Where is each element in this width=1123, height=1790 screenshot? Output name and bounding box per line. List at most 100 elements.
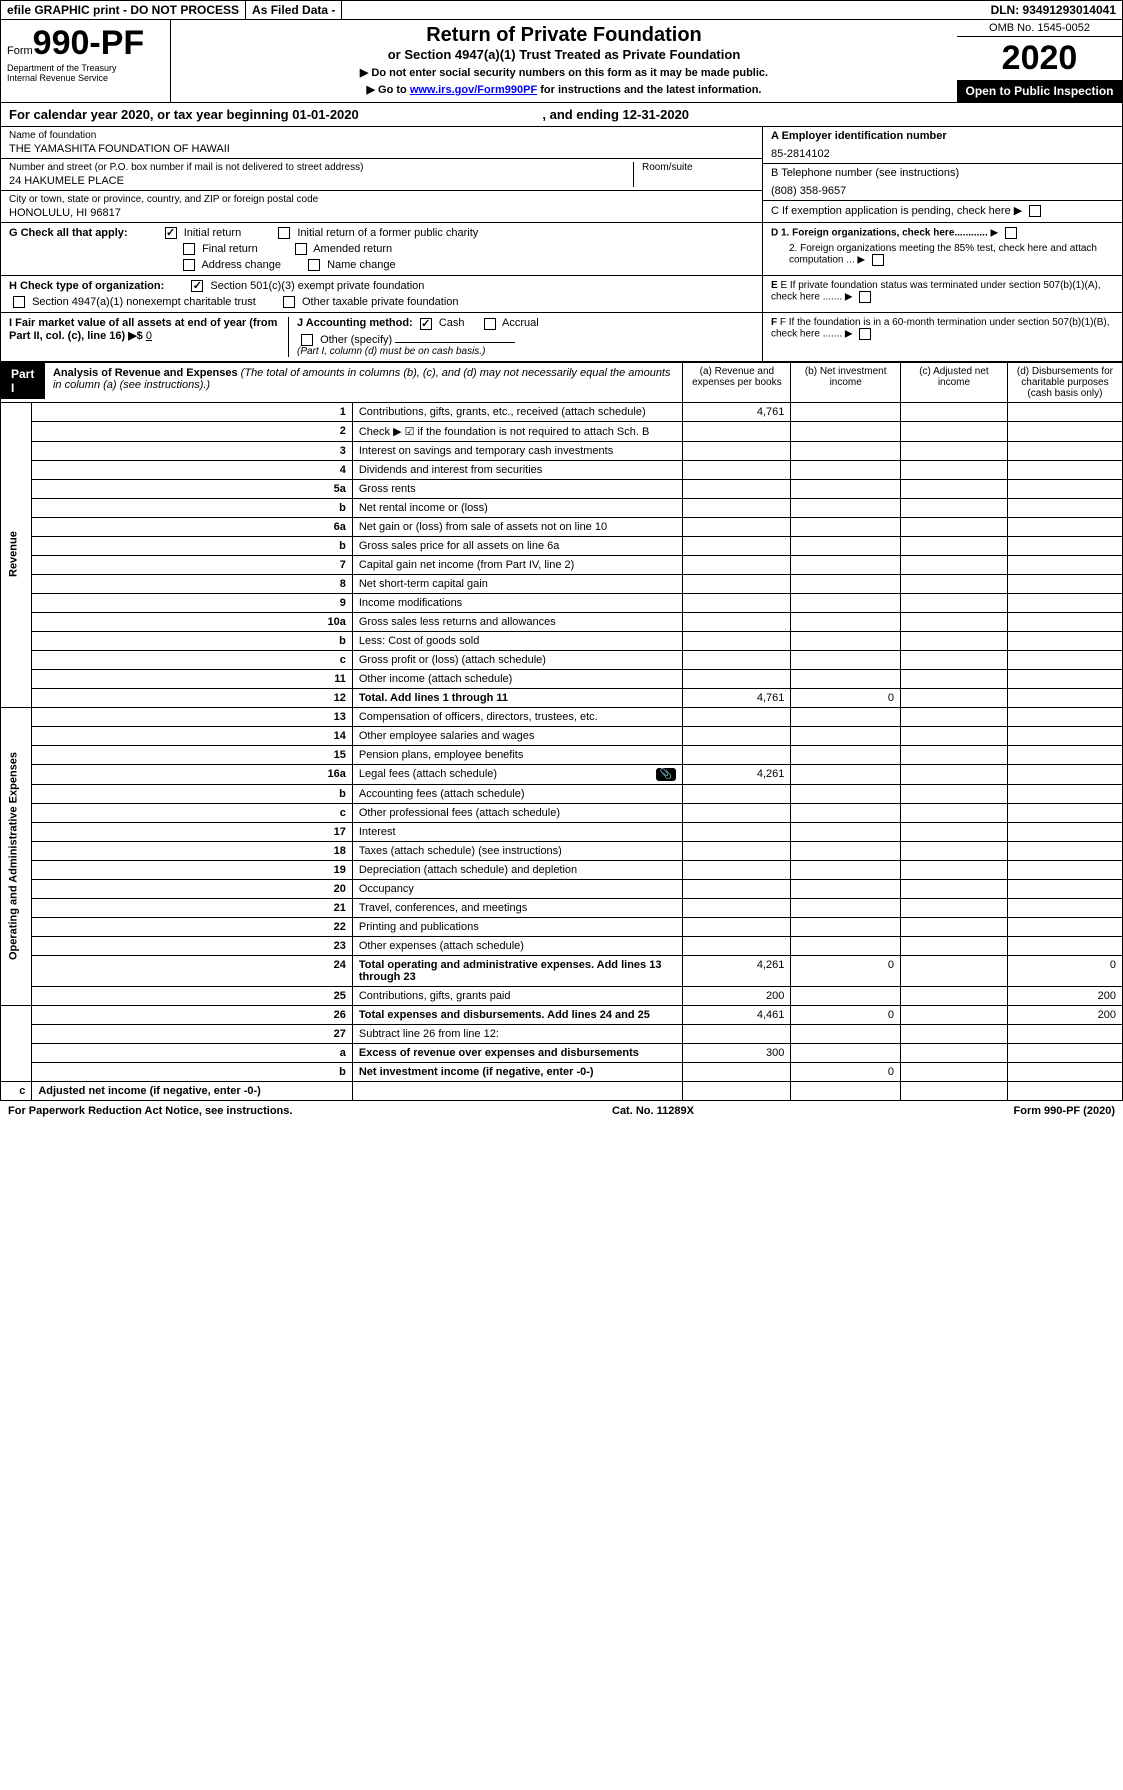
value-cell: 200: [683, 986, 791, 1005]
value-cell: [791, 726, 901, 745]
value-cell: 0: [791, 1062, 901, 1081]
line-description: Compensation of officers, directors, tru…: [352, 707, 683, 726]
value-cell: [1007, 879, 1122, 898]
line-number: 8: [32, 574, 353, 593]
final-return-checkbox[interactable]: [183, 243, 195, 255]
value-cell: [683, 917, 791, 936]
value-cell: [791, 612, 901, 631]
table-row: 6aNet gain or (loss) from sale of assets…: [1, 517, 1123, 536]
h-opt2: Section 4947(a)(1) nonexempt charitable …: [32, 296, 256, 308]
value-cell: [683, 517, 791, 536]
line-number: 11: [32, 669, 353, 688]
value-cell: [901, 936, 1008, 955]
d1-checkbox[interactable]: [1005, 227, 1017, 239]
amended-checkbox[interactable]: [295, 243, 307, 255]
table-row: 8Net short-term capital gain: [1, 574, 1123, 593]
value-cell: [901, 460, 1008, 479]
line-number: 9: [32, 593, 353, 612]
line-description: Gross sales less returns and allowances: [352, 612, 683, 631]
value-cell: 0: [791, 688, 901, 707]
h-501c3-checkbox[interactable]: ✓: [191, 280, 203, 292]
value-cell: [683, 441, 791, 460]
value-cell: [683, 669, 791, 688]
phone-value: (808) 358-9657: [771, 179, 1114, 197]
table-row: 19Depreciation (attach schedule) and dep…: [1, 860, 1123, 879]
table-row: 26Total expenses and disbursements. Add …: [1, 1005, 1123, 1024]
table-row: cGross profit or (loss) (attach schedule…: [1, 650, 1123, 669]
j-other-checkbox[interactable]: [301, 334, 313, 346]
table-row: 3Interest on savings and temporary cash …: [1, 441, 1123, 460]
value-cell: [1007, 1062, 1122, 1081]
part1-label: Part I: [1, 363, 45, 399]
value-cell: [683, 593, 791, 612]
value-cell: [901, 536, 1008, 555]
value-cell: [901, 917, 1008, 936]
value-cell: [683, 612, 791, 631]
value-cell: [791, 441, 901, 460]
table-row: 4Dividends and interest from securities: [1, 460, 1123, 479]
address-change-checkbox[interactable]: [183, 259, 195, 271]
value-cell: [1007, 555, 1122, 574]
table-row: 12Total. Add lines 1 through 114,7610: [1, 688, 1123, 707]
value-cell: [901, 1062, 1008, 1081]
value-cell: [683, 898, 791, 917]
line-number: 13: [32, 707, 353, 726]
line-description: Dividends and interest from securities: [352, 460, 683, 479]
expenses-side-label: Operating and Administrative Expenses: [1, 707, 32, 1005]
initial-former-checkbox[interactable]: [278, 227, 290, 239]
value-cell: [901, 879, 1008, 898]
section-d: D 1. Foreign organizations, check here..…: [762, 223, 1122, 275]
omb-number: OMB No. 1545-0052: [957, 20, 1122, 37]
h-4947-checkbox[interactable]: [13, 296, 25, 308]
value-cell: [791, 402, 901, 421]
line-number: 4: [32, 460, 353, 479]
exemption-checkbox[interactable]: [1029, 205, 1041, 217]
line-description: Taxes (attach schedule) (see instruction…: [352, 841, 683, 860]
j-accrual-checkbox[interactable]: [484, 318, 496, 330]
value-cell: [901, 574, 1008, 593]
j-accrual: Accrual: [502, 317, 539, 329]
h-other-checkbox[interactable]: [283, 296, 295, 308]
line-description: Income modifications: [352, 593, 683, 612]
name-change-checkbox[interactable]: [308, 259, 320, 271]
j-other: Other (specify): [320, 334, 392, 346]
line-description: Total. Add lines 1 through 11: [352, 688, 683, 707]
value-cell: [791, 669, 901, 688]
value-cell: [1007, 917, 1122, 936]
opt-final: Final return: [202, 243, 258, 255]
value-cell: [901, 803, 1008, 822]
e-checkbox[interactable]: [859, 291, 871, 303]
value-cell: [901, 860, 1008, 879]
j-note: (Part I, column (d) must be on cash basi…: [297, 346, 754, 357]
f-checkbox[interactable]: [859, 328, 871, 340]
value-cell: [1007, 536, 1122, 555]
value-cell: [1007, 784, 1122, 803]
value-cell: [1007, 764, 1122, 784]
j-cash-checkbox[interactable]: ✓: [420, 318, 432, 330]
attachment-icon[interactable]: 📎: [656, 768, 676, 781]
d2-checkbox[interactable]: [872, 254, 884, 266]
revenue-side-label: Revenue: [1, 402, 32, 707]
info-right: A Employer identification number 85-2814…: [762, 127, 1122, 222]
line-description: Other professional fees (attach schedule…: [352, 803, 683, 822]
h-left: H Check type of organization: ✓ Section …: [1, 276, 762, 312]
table-row: 15Pension plans, employee benefits: [1, 745, 1123, 764]
value-cell: [683, 479, 791, 498]
value-cell: [1007, 441, 1122, 460]
line-number: 7: [32, 555, 353, 574]
irs-link[interactable]: www.irs.gov/Form990PF: [410, 84, 537, 96]
line-description: Net investment income (if negative, ente…: [352, 1062, 683, 1081]
value-cell: [352, 1081, 683, 1100]
value-cell: [791, 841, 901, 860]
value-cell: [791, 1081, 901, 1100]
value-cell: [901, 822, 1008, 841]
top-bar: efile GRAPHIC print - DO NOT PROCESS As …: [0, 0, 1123, 20]
initial-return-checkbox[interactable]: ✓: [165, 227, 177, 239]
value-cell: [901, 707, 1008, 726]
line-number: 3: [32, 441, 353, 460]
table-row: bAccounting fees (attach schedule): [1, 784, 1123, 803]
info-left: Name of foundation THE YAMASHITA FOUNDAT…: [1, 127, 762, 222]
ein-label: A Employer identification number: [771, 130, 1114, 142]
table-row: 14Other employee salaries and wages: [1, 726, 1123, 745]
line-description: Net gain or (loss) from sale of assets n…: [352, 517, 683, 536]
